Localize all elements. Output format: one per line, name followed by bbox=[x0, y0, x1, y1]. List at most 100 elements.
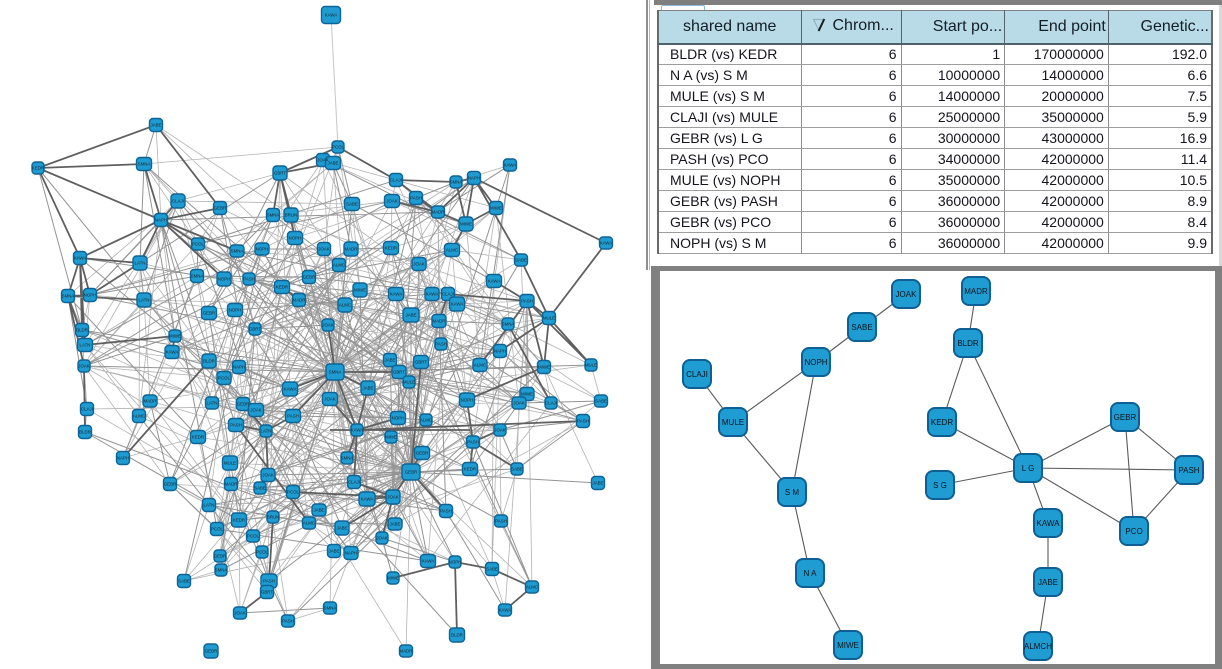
svg-text:KEDR: KEDR bbox=[464, 467, 476, 472]
svg-text:NOPH: NOPH bbox=[256, 247, 269, 252]
svg-text:NAPH: NAPH bbox=[494, 349, 506, 354]
svg-text:PASH: PASH bbox=[521, 299, 533, 304]
svg-text:CLAJI: CLAJI bbox=[81, 407, 93, 412]
svg-text:PASH: PASH bbox=[577, 419, 589, 424]
svg-text:JABE: JABE bbox=[385, 358, 396, 363]
svg-text:JOAK: JOAK bbox=[317, 158, 329, 163]
svg-text:NOPH: NOPH bbox=[229, 308, 242, 313]
svg-text:SABE: SABE bbox=[595, 399, 607, 404]
svg-text:JABE: JABE bbox=[314, 508, 325, 513]
svg-text:N A: N A bbox=[804, 569, 818, 578]
svg-text:SABE: SABE bbox=[346, 202, 358, 207]
svg-text:PASH: PASH bbox=[243, 277, 255, 282]
svg-text:NOPH: NOPH bbox=[804, 358, 827, 367]
svg-text:CLAJI: CLAJI bbox=[348, 480, 360, 485]
svg-text:KAWA: KAWA bbox=[325, 13, 338, 18]
svg-text:GBRT: GBRT bbox=[261, 590, 273, 595]
svg-text:KAWA: KAWA bbox=[600, 241, 613, 246]
svg-text:MIWE: MIWE bbox=[538, 365, 550, 370]
svg-text:ALMC: ALMC bbox=[526, 585, 538, 590]
svg-text:GEBR: GEBR bbox=[205, 649, 217, 654]
svg-text:PCO: PCO bbox=[1125, 527, 1142, 536]
svg-text:KEDR: KEDR bbox=[276, 285, 288, 290]
svg-text:JOAK: JOAK bbox=[494, 428, 506, 433]
svg-text:SMNA: SMNA bbox=[267, 213, 280, 218]
svg-text:JABE: JABE bbox=[363, 386, 374, 391]
svg-text:MADR: MADR bbox=[400, 649, 413, 654]
svg-text:PASH: PASH bbox=[440, 509, 452, 514]
svg-text:JOAK: JOAK bbox=[513, 401, 525, 406]
svg-text:MADR: MADR bbox=[432, 210, 445, 215]
svg-text:CLAJI: CLAJI bbox=[686, 370, 708, 379]
svg-text:MIWE: MIWE bbox=[837, 641, 859, 650]
svg-text:KAWA: KAWA bbox=[166, 350, 179, 355]
svg-text:KAWA: KAWA bbox=[426, 292, 439, 297]
svg-text:KAWA: KAWA bbox=[284, 387, 297, 392]
svg-text:SABE: SABE bbox=[511, 467, 523, 472]
svg-text:PASH: PASH bbox=[467, 440, 479, 445]
svg-text:JOAK: JOAK bbox=[250, 408, 262, 413]
svg-text:JOAK: JOAK bbox=[387, 495, 399, 500]
svg-text:BLDR: BLDR bbox=[451, 633, 463, 638]
svg-text:MADR: MADR bbox=[144, 399, 157, 404]
svg-text:JABE: JABE bbox=[390, 522, 401, 527]
svg-text:PCOL: PCOL bbox=[287, 490, 300, 495]
svg-text:NOPH: NOPH bbox=[461, 398, 474, 403]
svg-text:GEBR: GEBR bbox=[214, 206, 226, 211]
svg-text:JOAK: JOAK bbox=[386, 199, 398, 204]
svg-text:PCOL: PCOL bbox=[192, 242, 205, 247]
svg-text:L G: L G bbox=[1022, 464, 1035, 473]
svg-text:MADR: MADR bbox=[293, 298, 306, 303]
svg-text:BLDR: BLDR bbox=[79, 430, 91, 435]
svg-text:SMNA: SMNA bbox=[191, 274, 204, 279]
svg-text:MADR: MADR bbox=[964, 287, 988, 296]
svg-text:KEDR: KEDR bbox=[385, 246, 397, 251]
svg-text:SABE: SABE bbox=[254, 486, 266, 491]
svg-text:MULE: MULE bbox=[403, 380, 415, 385]
svg-text:NOPH: NOPH bbox=[84, 293, 97, 298]
svg-text:SMNA: SMNA bbox=[324, 606, 337, 611]
svg-text:MIWE: MIWE bbox=[490, 206, 502, 211]
svg-text:LATN: LATN bbox=[80, 343, 91, 348]
svg-text:SMNA: SMNA bbox=[450, 180, 463, 185]
svg-text:LATN: LATN bbox=[261, 429, 272, 434]
svg-text:GEBR: GEBR bbox=[203, 311, 215, 316]
svg-text:KAWA: KAWA bbox=[351, 428, 364, 433]
svg-text:MIWE: MIWE bbox=[521, 392, 533, 397]
svg-text:PASH: PASH bbox=[410, 196, 422, 201]
svg-text:KEDR: KEDR bbox=[32, 166, 44, 171]
svg-text:MIWE: MIWE bbox=[169, 334, 181, 339]
svg-text:JOAK: JOAK bbox=[896, 290, 918, 299]
svg-text:NAPH: NAPH bbox=[345, 551, 357, 556]
svg-text:SMNA: SMNA bbox=[138, 162, 151, 167]
svg-text:SABE: SABE bbox=[851, 323, 872, 332]
svg-text:JABE: JABE bbox=[151, 123, 162, 128]
svg-text:GEBR: GEBR bbox=[405, 470, 417, 475]
svg-text:LATN: LATN bbox=[139, 298, 150, 303]
svg-text:MIWE: MIWE bbox=[354, 288, 366, 293]
svg-text:JOAK: JOAK bbox=[322, 323, 334, 328]
svg-text:JABE: JABE bbox=[329, 549, 340, 554]
svg-text:CLAJI: CLAJI bbox=[172, 199, 184, 204]
svg-text:JABE: JABE bbox=[328, 161, 339, 166]
svg-text:KEDR: KEDR bbox=[192, 435, 204, 440]
svg-text:JABE: JABE bbox=[1038, 578, 1058, 587]
svg-text:KAWA: KAWA bbox=[451, 302, 464, 307]
svg-text:NAPH: NAPH bbox=[155, 218, 167, 223]
svg-text:MULE: MULE bbox=[722, 418, 744, 427]
svg-text:MULE: MULE bbox=[224, 461, 236, 466]
svg-text:NOPH: NOPH bbox=[392, 416, 405, 421]
svg-text:S G: S G bbox=[933, 481, 947, 490]
svg-text:ALMC: ALMC bbox=[420, 418, 432, 423]
svg-text:PASH: PASH bbox=[1178, 466, 1199, 475]
svg-text:KEDR: KEDR bbox=[931, 418, 953, 427]
svg-text:CLAJI: CLAJI bbox=[390, 178, 402, 183]
svg-text:KAWA: KAWA bbox=[1037, 519, 1061, 528]
svg-text:MADR: MADR bbox=[225, 482, 238, 487]
svg-text:S M: S M bbox=[785, 488, 800, 497]
svg-text:GBRT: GBRT bbox=[249, 327, 261, 332]
svg-text:GEBR: GEBR bbox=[416, 451, 428, 456]
svg-text:BRUN: BRUN bbox=[285, 213, 297, 218]
svg-text:SMNA: SMNA bbox=[231, 249, 244, 254]
svg-text:PASH: PASH bbox=[287, 414, 299, 419]
